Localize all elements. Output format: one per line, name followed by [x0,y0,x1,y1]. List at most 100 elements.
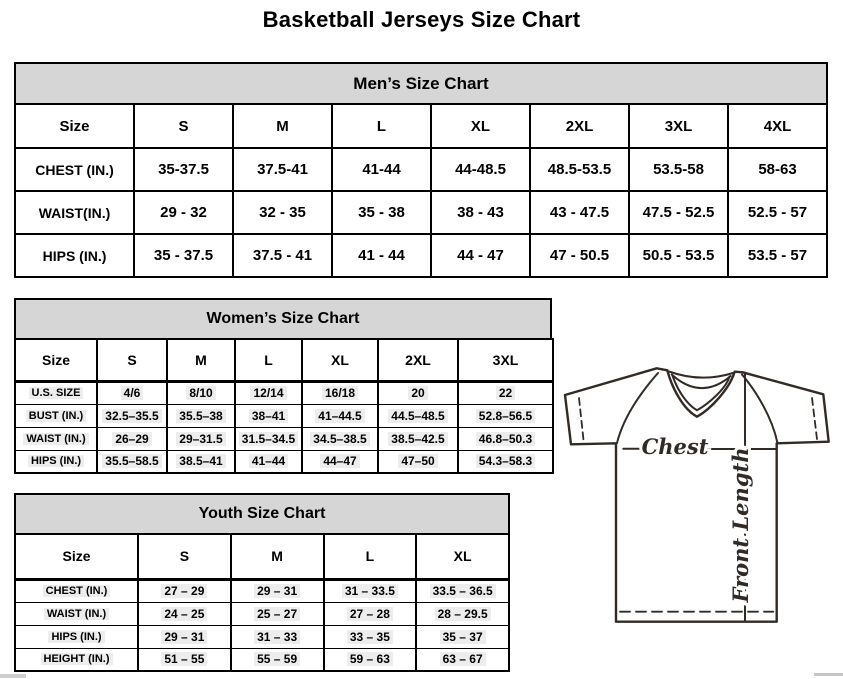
size-value-cell: 41–44 [234,449,303,474]
womens-size-table: Size S M L XL 2XL 3XL U.S. SIZE 4/6 8/10 12/14 16/… [14,338,554,474]
size-value-cell: 37.5 - 41 [232,233,333,278]
size-value-cell: 50.5 - 53.5 [628,233,729,278]
table-row: CHEST (IN.) 35-37.5 37.5-41 41-44 44-48.5 48.… [14,147,828,192]
table-row: WAIST (IN.) 26–29 29–31.5 31.5–34.5 34.5–38.… [14,426,554,451]
size-value-cell: 52.8–56.5 [457,403,554,428]
row-label: HEIGHT (IN.) [14,647,139,672]
horizontal-scrollbar-thumb[interactable] [0,674,26,678]
size-value-cell: 31 – 33 [229,624,325,649]
size-value-cell: 48.5-53.5 [529,147,630,192]
size-value-cell: 54.3–58.3 [457,449,554,474]
size-value-cell: 41–44.5 [301,403,379,428]
size-value-cell: 20 [377,380,459,405]
size-value-cell: 33.5 – 36.5 [415,578,510,603]
size-value-cell: 63 – 67 [415,647,510,672]
size-value-cell: 47–50 [377,449,459,474]
womens-size-chart: Women’s Size Chart Size S M L XL 2XL 3XL U.S. … [14,298,554,474]
v-neck-outer [666,369,736,418]
size-value-cell: 44.5–48.5 [377,403,459,428]
size-value-cell: 8/10 [166,380,236,405]
size-value-cell: 41-44 [331,147,432,192]
womens-chart-title: Women’s Size Chart [14,298,552,338]
mens-size-chart: Men’s Size Chart Size S M L XL 2XL 3XL 4XL CHES… [14,62,828,278]
size-value-cell: 35.5–38 [166,403,236,428]
size-value-cell: 53.5 - 57 [727,233,828,278]
left-armhole-seam [616,372,659,444]
column-header: S [137,533,232,581]
size-value-cell: 35.5–58.5 [96,449,168,474]
size-value-cell: 24 – 25 [137,601,232,626]
column-header: M [166,338,236,383]
size-value-cell: 29–31.5 [166,426,236,451]
table-row: HIPS (IN.) 29 – 31 31 – 33 33 – 35 35 – 37 [14,624,510,649]
size-value-cell: 47 - 50.5 [529,233,630,278]
size-value-cell: 35-37.5 [133,147,234,192]
size-value-cell: 58-63 [727,147,828,192]
size-value-cell: 38.5–42.5 [377,426,459,451]
column-header: Size [14,103,135,149]
size-value-cell: 55 – 59 [229,647,325,672]
row-label: CHEST (IN.) [14,147,135,192]
size-value-cell: 31.5–34.5 [234,426,303,451]
row-label: HIPS (IN.) [14,449,98,474]
column-header: 2XL [529,103,630,149]
column-header: XL [415,533,510,581]
size-value-cell: 27 – 28 [322,601,418,626]
size-value-cell: 51 – 55 [137,647,232,672]
size-value-cell: 47.5 - 52.5 [628,190,729,235]
column-header: S [133,103,234,149]
size-value-cell: 4/6 [96,380,168,405]
column-header: M [232,103,333,149]
column-header: XL [430,103,531,149]
row-label: WAIST(IN.) [14,190,135,235]
front-length-label: Front Length [728,448,753,604]
size-value-cell: 41 - 44 [331,233,432,278]
size-value-cell: 27 – 29 [137,578,232,603]
column-header: L [322,533,418,581]
size-value-cell: 32.5–35.5 [96,403,168,428]
size-value-cell: 53.5-58 [628,147,729,192]
row-label: WAIST (IN.) [14,426,98,451]
size-value-cell: 35 – 37 [415,624,510,649]
page-title: Basketball Jerseys Size Chart [262,7,581,32]
v-neck-inner [671,374,731,412]
youth-size-table: Size S M L XL CHEST (IN.) 27 – 29 29 – 31 31 – … [14,533,510,672]
youth-size-chart: Youth Size Chart Size S M L XL CHEST (IN.) 27… [14,493,510,672]
table-row: HIPS (IN.) 35.5–58.5 38.5–41 41–44 44–47 47–5… [14,449,554,474]
row-label: HIPS (IN.) [14,624,139,649]
size-value-cell: 38–41 [234,403,303,428]
row-label: U.S. SIZE [14,380,98,405]
scrollbar-fragment[interactable] [814,673,843,676]
table-row: WAIST(IN.) 29 - 32 32 - 35 35 - 38 38 - 43 43… [14,190,828,235]
column-header: 4XL [727,103,828,149]
row-label: CHEST (IN.) [14,578,139,603]
column-header: Size [14,533,139,581]
size-value-cell: 37.5-41 [232,147,333,192]
size-value-cell: 38 - 43 [430,190,531,235]
table-row: WAIST (IN.) 24 – 25 25 – 27 27 – 28 28 – 29.… [14,601,510,626]
size-value-cell: 16/18 [301,380,379,405]
jersey-outline [563,367,830,623]
column-header: S [96,338,168,383]
size-value-cell: 35 - 38 [331,190,432,235]
youth-chart-title: Youth Size Chart [14,493,510,533]
size-value-cell: 31 – 33.5 [322,578,418,603]
column-header: 3XL [628,103,729,149]
column-header: L [331,103,432,149]
mens-chart-title: Men’s Size Chart [14,62,828,103]
size-value-cell: 29 – 31 [137,624,232,649]
size-value-cell: 22 [457,380,554,405]
size-value-cell: 28 – 29.5 [415,601,510,626]
column-header: 3XL [457,338,554,383]
size-value-cell: 44-48.5 [430,147,531,192]
right-cuff-stitch-line [811,397,818,440]
size-value-cell: 29 – 31 [229,578,325,603]
size-value-cell: 52.5 - 57 [727,190,828,235]
row-label: WAIST (IN.) [14,601,139,626]
table-row: BUST (IN.) 32.5–35.5 35.5–38 38–41 41–44.5 44… [14,403,554,428]
column-header: L [234,338,303,383]
table-row: U.S. SIZE 4/6 8/10 12/14 16/18 20 22 [14,380,554,405]
size-value-cell: 12/14 [234,380,303,405]
size-value-cell: 34.5–38.5 [301,426,379,451]
size-value-cell: 33 – 35 [322,624,418,649]
